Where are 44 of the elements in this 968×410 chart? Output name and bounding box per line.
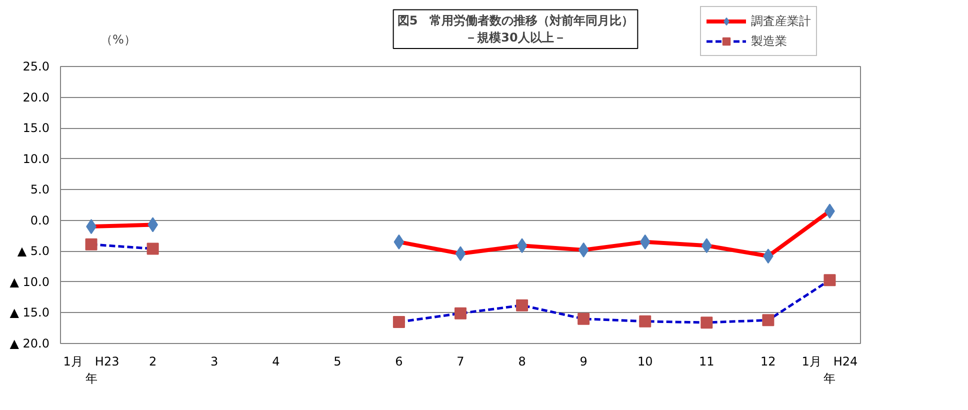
chart-title: 図5 常用労働者数の推移（対前年同月比） xyxy=(397,14,634,28)
x-tick-label: 2 xyxy=(148,354,157,368)
legend-label: 製造業 xyxy=(751,32,787,50)
x-tick-label: 10 xyxy=(637,354,653,368)
x-tick-label: 7 xyxy=(456,354,464,368)
y-tick-label: ▲ 20.0 xyxy=(10,336,50,350)
y-tick-label: ▲ 10.0 xyxy=(10,274,50,289)
y-tick-label: 15.0 xyxy=(22,121,50,136)
chart-subtitle: －規模30人以上－ xyxy=(465,30,566,44)
x-tick-label: 6 xyxy=(395,354,403,368)
x-tick-label: 5 xyxy=(334,354,342,368)
x-tick-label: 1月 H23 年 xyxy=(63,354,120,386)
x-tick-label: 4 xyxy=(272,354,280,368)
x-tick-label: 11 xyxy=(699,354,714,368)
point xyxy=(455,246,466,262)
y-tick-label: 25.0 xyxy=(22,60,50,74)
point xyxy=(578,312,590,325)
point xyxy=(578,242,589,258)
point xyxy=(394,234,404,250)
x-tick-label: 9 xyxy=(580,354,588,368)
point xyxy=(640,234,650,250)
point xyxy=(824,274,836,286)
y-tick-label: 20.0 xyxy=(22,90,50,104)
point xyxy=(85,238,98,250)
y-tick-label: ▲ 5.0 xyxy=(17,244,50,258)
y-tick-label: 10.0 xyxy=(22,152,50,166)
x-tick-label: 3 xyxy=(210,354,218,368)
y-tick-label: ▲ 15.0 xyxy=(10,306,50,320)
x-tick-label: 8 xyxy=(518,354,526,368)
point xyxy=(146,242,159,255)
y-tick-label: 0.0 xyxy=(30,213,50,228)
legend-label: 調査産業計 xyxy=(751,12,811,30)
point xyxy=(762,314,774,326)
y-axis-title: （%） xyxy=(100,32,136,46)
point xyxy=(701,238,712,254)
point xyxy=(639,315,652,328)
point xyxy=(392,316,405,328)
x-tick-label: 1月 H24 年 xyxy=(802,354,858,386)
point xyxy=(516,299,528,312)
y-tick-label: 5.0 xyxy=(30,182,50,197)
point xyxy=(454,307,466,320)
point xyxy=(700,316,713,329)
x-tick-label: 12 xyxy=(760,354,776,368)
point xyxy=(516,238,528,254)
